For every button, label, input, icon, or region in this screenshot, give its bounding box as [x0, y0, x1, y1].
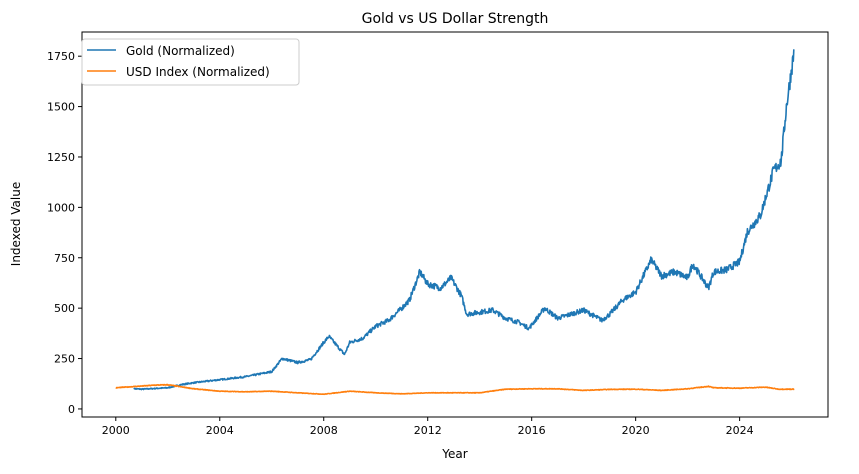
y-tick-label: 500	[54, 302, 75, 315]
legend-label-usd: USD Index (Normalized)	[126, 65, 270, 79]
y-tick-label: 0	[68, 403, 75, 416]
y-tick-label: 1250	[47, 151, 75, 164]
y-tick-label: 1750	[47, 50, 75, 63]
x-tick-label: 2016	[518, 424, 546, 437]
legend-label-gold: Gold (Normalized)	[126, 44, 235, 58]
legend: Gold (Normalized) USD Index (Normalized)	[81, 38, 300, 86]
y-axis-label: Indexed Value	[9, 182, 23, 266]
y-tick-label: 1000	[47, 201, 75, 214]
x-tick-label: 2020	[622, 424, 650, 437]
x-tick-label: 2000	[102, 424, 130, 437]
y-tick-label: 1500	[47, 101, 75, 114]
legend-box	[81, 38, 300, 86]
x-tick-label: 2008	[310, 424, 338, 437]
y-tick-label: 250	[54, 353, 75, 366]
series-line-usd-index	[115, 383, 795, 396]
x-tick-label: 2012	[414, 424, 442, 437]
plot-frame	[81, 31, 829, 418]
x-tick-label: 2024	[726, 424, 754, 437]
y-tick-label: 750	[54, 252, 75, 265]
x-tick-label: 2004	[206, 424, 234, 437]
chart-title: Gold vs US Dollar Strength	[362, 11, 549, 27]
series-line-gold	[133, 49, 795, 391]
x-axis-label: Year	[441, 447, 467, 461]
